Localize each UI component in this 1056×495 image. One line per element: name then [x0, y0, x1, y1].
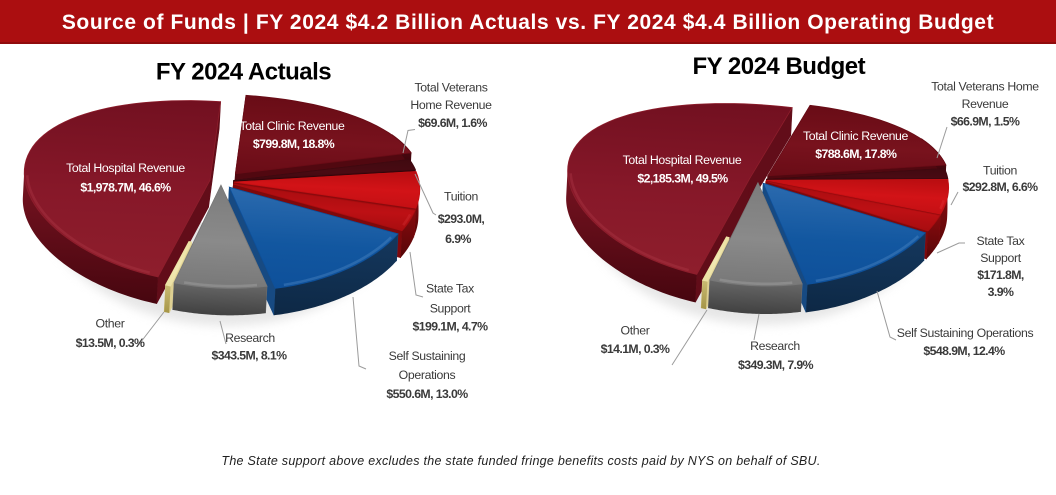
svg-text:$550.6M, 13.0%: $550.6M, 13.0%	[386, 387, 468, 401]
svg-text:Tuition: Tuition	[444, 190, 479, 204]
svg-text:$14.1M, 0.3%: $14.1M, 0.3%	[601, 342, 670, 356]
svg-text:Research: Research	[225, 331, 275, 345]
svg-text:Home Revenue: Home Revenue	[410, 98, 492, 112]
svg-text:$199.1M, 4.7%: $199.1M, 4.7%	[413, 320, 489, 334]
svg-text:Source of Funds | FY 2024 $4.2: Source of Funds | FY 2024 $4.2 Billion A…	[62, 11, 994, 34]
svg-text:$66.9M, 1.5%: $66.9M, 1.5%	[951, 115, 1020, 129]
svg-text:Self Sustaining Operations: Self Sustaining Operations	[897, 326, 1034, 340]
svg-text:3.9%: 3.9%	[988, 285, 1014, 299]
svg-text:$2,185.3M, 49.5%: $2,185.3M, 49.5%	[637, 172, 728, 186]
svg-text:Self Sustaining: Self Sustaining	[389, 349, 466, 363]
svg-text:Total Hospital Revenue: Total Hospital Revenue	[623, 153, 742, 167]
svg-text:$799.8M, 18.8%: $799.8M, 18.8%	[253, 137, 335, 151]
svg-text:Total Veterans Home: Total Veterans Home	[931, 80, 1039, 94]
svg-text:Other: Other	[95, 317, 124, 331]
svg-text:Research: Research	[750, 339, 800, 353]
svg-text:Total Clinic Revenue: Total Clinic Revenue	[803, 129, 909, 143]
svg-text:Other: Other	[620, 324, 649, 338]
svg-text:Support: Support	[980, 251, 1022, 265]
svg-text:Total Veterans: Total Veterans	[414, 81, 487, 95]
svg-text:$1,978.7M, 46.6%: $1,978.7M, 46.6%	[80, 181, 171, 195]
svg-text:$343.5M, 8.1%: $343.5M, 8.1%	[212, 349, 288, 363]
svg-text:6.9%: 6.9%	[445, 232, 471, 246]
svg-text:$171.8M,: $171.8M,	[977, 268, 1024, 282]
svg-text:$13.5M, 0.3%: $13.5M, 0.3%	[76, 336, 145, 350]
svg-text:The State support above exclud: The State support above excludes the sta…	[221, 454, 820, 468]
svg-text:Operations: Operations	[399, 368, 456, 382]
svg-text:State Tax: State Tax	[977, 234, 1026, 248]
svg-text:$548.9M, 12.4%: $548.9M, 12.4%	[923, 344, 1005, 358]
svg-text:FY 2024 Budget: FY 2024 Budget	[692, 53, 865, 80]
svg-text:FY 2024 Actuals: FY 2024 Actuals	[156, 59, 331, 86]
svg-text:Support: Support	[430, 302, 472, 316]
svg-text:State Tax: State Tax	[426, 282, 475, 296]
svg-text:Revenue: Revenue	[962, 97, 1009, 111]
svg-text:$293.0M,: $293.0M,	[438, 212, 485, 226]
svg-text:Total Hospital Revenue: Total Hospital Revenue	[66, 161, 185, 175]
svg-text:$788.6M, 17.8%: $788.6M, 17.8%	[815, 147, 897, 161]
svg-text:$349.3M, 7.9%: $349.3M, 7.9%	[738, 358, 814, 372]
svg-text:$292.8M, 6.6%: $292.8M, 6.6%	[963, 180, 1039, 194]
svg-text:Tuition: Tuition	[983, 164, 1018, 178]
svg-text:$69.6M, 1.6%: $69.6M, 1.6%	[418, 116, 487, 130]
svg-text:Total Clinic Revenue: Total Clinic Revenue	[239, 119, 345, 133]
